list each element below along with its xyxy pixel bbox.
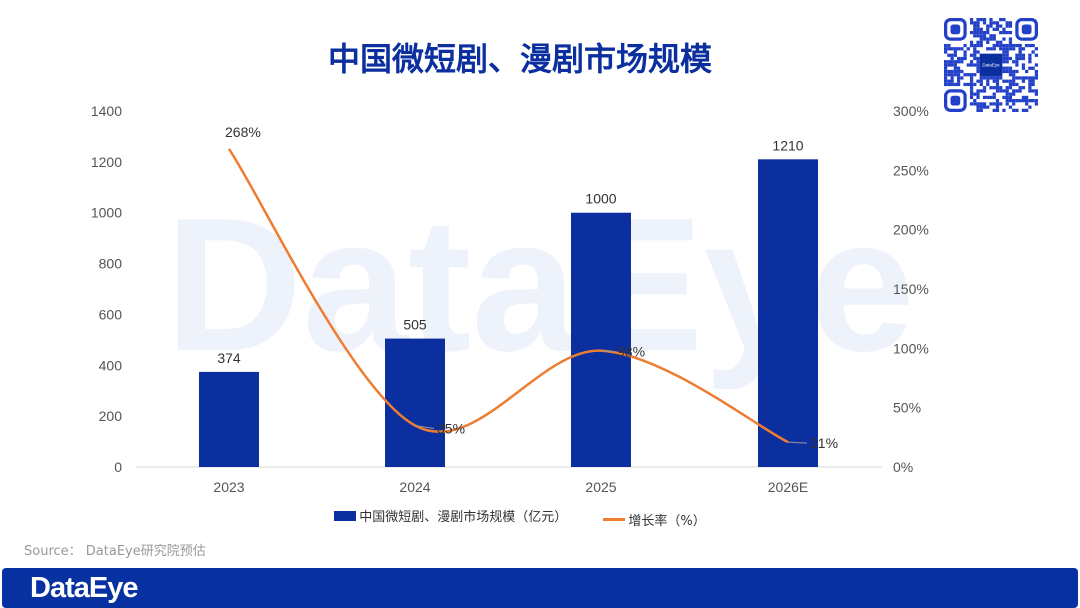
chart-title: 中国微短剧、漫剧市场规模 xyxy=(327,40,712,78)
y-right-tick-label: 150% xyxy=(893,281,929,297)
line-data-label: 21% xyxy=(810,435,838,451)
y-left-tick-label: 1400 xyxy=(91,103,122,119)
bar xyxy=(571,212,631,467)
y-left-tick-label: 400 xyxy=(99,357,123,373)
line-data-label: 98% xyxy=(617,344,645,360)
y-left-tick-label: 0 xyxy=(114,459,122,475)
legend-label: 增长率（%） xyxy=(628,513,706,529)
y-right-tick-label: 300% xyxy=(893,103,929,119)
legend-swatch-line xyxy=(603,517,626,521)
line-data-label: 268% xyxy=(225,124,261,140)
bar-data-label: 1210 xyxy=(772,137,803,153)
legend-item-growth: 增长率（%） xyxy=(603,510,706,529)
y-left-tick-label: 600 xyxy=(99,306,123,322)
label-leader-line xyxy=(787,441,808,444)
growth-line xyxy=(227,148,789,444)
legend-swatch-bar xyxy=(334,510,357,521)
source-note: Source： DataEye研究院预估 xyxy=(24,544,206,559)
footer-bar: DataEye xyxy=(2,568,1078,608)
legend-item-market-size: 中国微短剧、漫剧市场规模（亿元） xyxy=(334,506,567,525)
label-leader-line xyxy=(414,424,435,429)
y-right-tick-label: 250% xyxy=(893,162,929,178)
x-tick-label: 2026E xyxy=(768,479,808,495)
x-tick-label: 2023 xyxy=(213,479,244,495)
legend-label: 中国微短剧、漫剧市场规模（亿元） xyxy=(359,510,568,525)
svg-text:DataEye: DataEye xyxy=(982,63,1000,68)
y-left-tick-label: 200 xyxy=(99,408,123,424)
footer-logo: DataEye xyxy=(30,572,138,604)
bar-data-label: 505 xyxy=(403,317,427,333)
legend: 中国微短剧、漫剧市场规模（亿元） 增长率（%） xyxy=(0,506,1040,529)
y-right-tick-label: 200% xyxy=(893,222,929,238)
y-left-tick-label: 1200 xyxy=(91,154,122,170)
y-left-tick-label: 800 xyxy=(99,256,123,272)
label-leader-line xyxy=(600,350,615,353)
bar xyxy=(199,371,259,467)
bar-data-label: 1000 xyxy=(585,191,616,207)
x-tick-label: 2024 xyxy=(399,479,430,495)
bar xyxy=(758,159,818,468)
y-left-tick-label: 1000 xyxy=(91,205,122,221)
x-tick-label: 2025 xyxy=(585,479,616,495)
y-right-tick-label: 50% xyxy=(893,400,921,416)
bar-data-label: 374 xyxy=(217,350,241,366)
y-right-tick-label: 100% xyxy=(893,340,929,356)
line-data-label: 35% xyxy=(437,420,465,436)
qr-code: DataEye xyxy=(944,18,1038,112)
bar xyxy=(385,338,445,467)
y-right-tick-label: 0% xyxy=(893,459,913,475)
